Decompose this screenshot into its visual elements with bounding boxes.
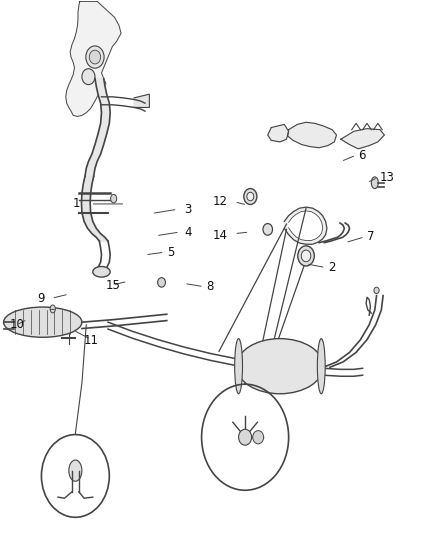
Text: 11: 11 bbox=[84, 334, 99, 347]
Ellipse shape bbox=[263, 223, 272, 235]
Ellipse shape bbox=[93, 266, 110, 277]
Polygon shape bbox=[134, 94, 149, 108]
Ellipse shape bbox=[244, 189, 257, 205]
Ellipse shape bbox=[50, 305, 55, 313]
Polygon shape bbox=[268, 124, 289, 142]
Text: 14: 14 bbox=[213, 229, 228, 242]
Ellipse shape bbox=[237, 338, 323, 394]
Ellipse shape bbox=[318, 338, 325, 394]
Ellipse shape bbox=[89, 50, 101, 64]
Text: 5: 5 bbox=[167, 246, 174, 259]
Text: 6: 6 bbox=[358, 149, 366, 161]
Ellipse shape bbox=[247, 192, 254, 201]
Polygon shape bbox=[81, 176, 108, 241]
Text: 15: 15 bbox=[106, 279, 121, 292]
Ellipse shape bbox=[371, 177, 378, 189]
Ellipse shape bbox=[235, 338, 243, 394]
Text: 8: 8 bbox=[206, 280, 213, 293]
Ellipse shape bbox=[374, 287, 379, 294]
Text: 7: 7 bbox=[367, 230, 374, 243]
Polygon shape bbox=[66, 2, 121, 116]
Text: 2: 2 bbox=[328, 261, 336, 274]
Polygon shape bbox=[85, 78, 110, 176]
Polygon shape bbox=[341, 128, 385, 149]
Ellipse shape bbox=[111, 195, 117, 203]
Text: 12: 12 bbox=[213, 195, 228, 208]
Ellipse shape bbox=[4, 307, 82, 337]
Polygon shape bbox=[288, 122, 336, 148]
Ellipse shape bbox=[239, 429, 252, 445]
Text: 3: 3 bbox=[184, 203, 191, 216]
Text: 4: 4 bbox=[184, 225, 192, 239]
Ellipse shape bbox=[86, 46, 104, 68]
Ellipse shape bbox=[69, 460, 82, 481]
Text: 9: 9 bbox=[37, 292, 45, 305]
Ellipse shape bbox=[82, 69, 95, 85]
Ellipse shape bbox=[253, 431, 264, 444]
Ellipse shape bbox=[301, 250, 311, 262]
Polygon shape bbox=[289, 211, 323, 240]
Polygon shape bbox=[284, 207, 327, 244]
Text: 10: 10 bbox=[10, 318, 25, 332]
Ellipse shape bbox=[298, 246, 314, 266]
Ellipse shape bbox=[158, 278, 166, 287]
Text: 13: 13 bbox=[380, 171, 395, 184]
Text: 1: 1 bbox=[72, 197, 80, 211]
